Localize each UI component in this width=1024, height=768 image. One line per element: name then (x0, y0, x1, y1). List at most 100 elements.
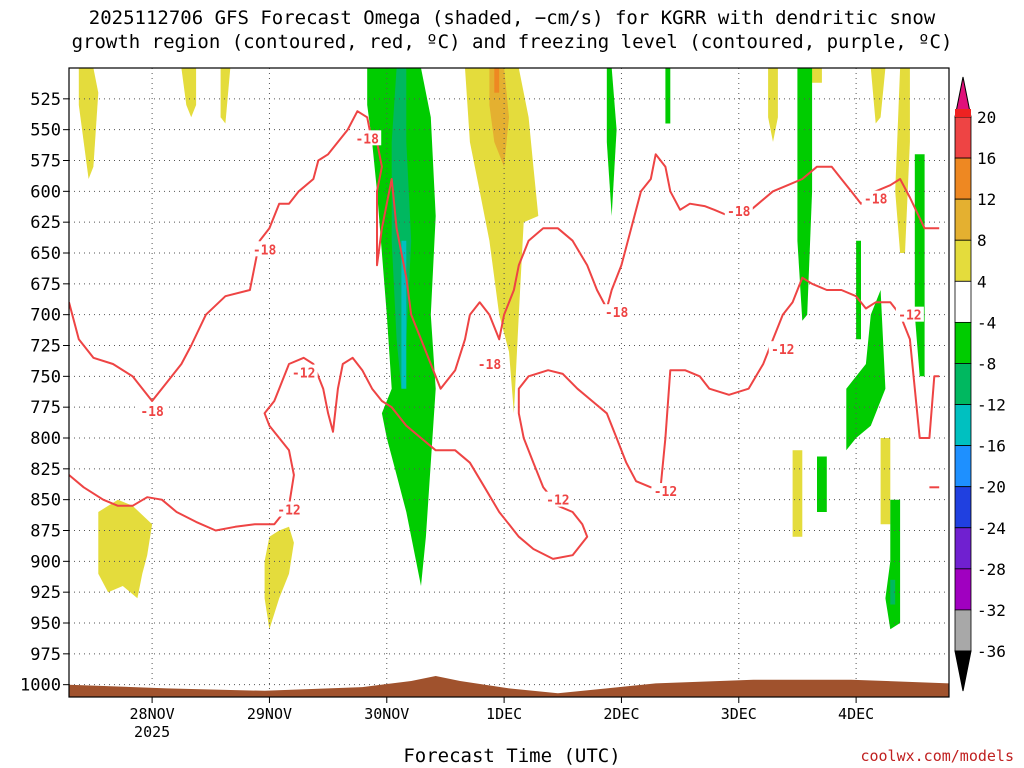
omega-region-20 (856, 240, 861, 340)
omega-region-19 (797, 68, 813, 321)
omega-region-2 (220, 68, 231, 124)
title-line-2: growth region (contoured, red, ºC) and f… (71, 31, 953, 53)
y-tick-label-950: 950 (30, 614, 61, 634)
omega-region-18 (665, 68, 671, 124)
contour-label-bg-8 (861, 190, 890, 206)
colorbar-segment-7 (954, 404, 972, 447)
y-tick-label-675: 675 (30, 275, 61, 295)
y-tick-label-575: 575 (30, 152, 61, 172)
contour-line-1 (69, 276, 940, 560)
y-tick-label-550: 550 (30, 121, 61, 141)
colorbar-label-5: -4 (977, 313, 996, 332)
contour-label-12: -12 (546, 494, 569, 509)
y-tick-label-725: 725 (30, 337, 61, 357)
y-tick-label-625: 625 (30, 213, 61, 233)
colorbar-segment-2 (954, 198, 972, 241)
colorbar-label-10: -24 (977, 519, 1006, 538)
contour-label-bg-0 (138, 402, 167, 418)
contour-label-bg-7 (724, 203, 753, 219)
colorbar-label-0: 20 (977, 108, 996, 127)
credit-link[interactable]: coolwx.com/models (860, 747, 1014, 765)
x-axis-label: Forecast Time (UTC) (403, 745, 621, 767)
colorbar-segment-4 (954, 280, 972, 323)
colorbar-label-11: -28 (977, 560, 1006, 579)
colorbar-segment-12 (954, 609, 972, 652)
x-tick-label-30NOV: 30NOV (364, 705, 409, 723)
x-tick-label-2DEC: 2DEC (603, 705, 639, 723)
omega-region-4 (264, 526, 294, 630)
contour-label-0: -18 (140, 405, 164, 420)
omega-region-13 (880, 438, 891, 525)
colorbar-label-4: 4 (977, 272, 987, 291)
omega-region-1 (181, 68, 197, 118)
omega-region-10 (895, 68, 910, 253)
y-tick-label-700: 700 (30, 306, 61, 326)
colorbar-segment-10 (954, 527, 972, 570)
y-tick-label-825: 825 (30, 460, 61, 480)
omega-region-12 (792, 450, 803, 537)
colorbar-segment-9 (954, 486, 972, 529)
y-tick-label-850: 850 (30, 491, 61, 511)
omega-region-16 (401, 240, 407, 389)
omega-shading (78, 68, 925, 630)
y-tick-label-875: 875 (30, 522, 61, 542)
colorbar-label-3: 8 (977, 231, 987, 250)
colorbar-label-6: -8 (977, 354, 996, 373)
colorbar-segment-0 (954, 116, 972, 159)
x-tick-label-4DEC: 4DEC (838, 705, 874, 723)
colorbar-segment-11 (954, 568, 972, 611)
colorbar-label-13: -36 (977, 642, 1006, 661)
contour-label-3: -18 (253, 243, 277, 258)
contour-line-0 (69, 110, 940, 402)
y-tick-label-1000: 1000 (20, 676, 61, 696)
y-tick-label-525: 525 (30, 90, 61, 110)
contour-label-1: -12 (277, 504, 300, 519)
omega-region-21 (846, 290, 886, 451)
contour-label-bg-5 (475, 356, 504, 371)
contour-label-4: -18 (355, 132, 379, 147)
colorbar-label-7: -12 (977, 396, 1006, 415)
colorbar-label-2: 12 (977, 190, 996, 209)
colorbar-label-1: 16 (977, 149, 996, 168)
colorbar-label-9: -20 (977, 478, 1006, 497)
y-tick-label-925: 925 (30, 583, 61, 603)
plot-frame (68, 67, 950, 698)
contour-label-10: -12 (771, 343, 794, 358)
omega-region-0 (78, 68, 99, 179)
y-axis: 525 550 575 600 625 650 675 700 725 750 775 800 825 8… (20, 90, 69, 696)
chart-title: 2025112706 GFS Forecast Omega (shaded, −… (0, 6, 1024, 54)
x-tick-label-3DEC: 3DEC (721, 705, 757, 723)
colorbar-bottom-arrow (954, 650, 972, 692)
colorbar: 20 16 12 8 4 -4 -8 -12 -16 -20 -24 -28 -32 -36 (954, 76, 1006, 692)
colorbar-segment-8 (954, 445, 972, 488)
contour-label-9: -12 (292, 367, 315, 382)
y-tick-label-775: 775 (30, 398, 61, 418)
colorbar-segment-3 (954, 239, 972, 282)
contour-label-11: -12 (898, 309, 921, 324)
colorbar-label-12: -32 (977, 601, 1006, 620)
terrain (69, 676, 949, 697)
y-tick-label-750: 750 (30, 367, 61, 387)
x-tick-label-28NOV: 28NOV (130, 705, 175, 723)
terrain-fill (69, 676, 949, 697)
y-tick-label-900: 900 (30, 552, 61, 572)
y-tick-label-600: 600 (30, 182, 61, 202)
omega-region-24 (885, 499, 901, 630)
colorbar-segment-6 (954, 363, 972, 405)
x-tick-label-1DEC: 1DEC (486, 705, 522, 723)
contour-label-bg-4 (353, 130, 382, 146)
contour-label-5: -18 (478, 358, 502, 373)
contour-label-bg-2 (651, 483, 680, 499)
contour-label-bg-1 (275, 501, 303, 517)
colorbar-segment-1 (954, 157, 972, 200)
contour-label-8: -18 (864, 193, 888, 208)
colorbar-label-8: -16 (977, 437, 1006, 456)
contour-label-bg-11 (895, 306, 924, 322)
y-tick-label-975: 975 (30, 645, 61, 665)
title-line-1: 2025112706 GFS Forecast Omega (shaded, −… (88, 7, 936, 29)
y-tick-label-800: 800 (30, 429, 61, 449)
omega-region-3 (98, 499, 153, 599)
temperature-contours: -18 -12 -12 -18 -18 -18 -18 -18 -18 -12 -12 -12 -12 (69, 110, 940, 560)
x-tick-sublabel-28NOV: 2025 (134, 723, 170, 741)
